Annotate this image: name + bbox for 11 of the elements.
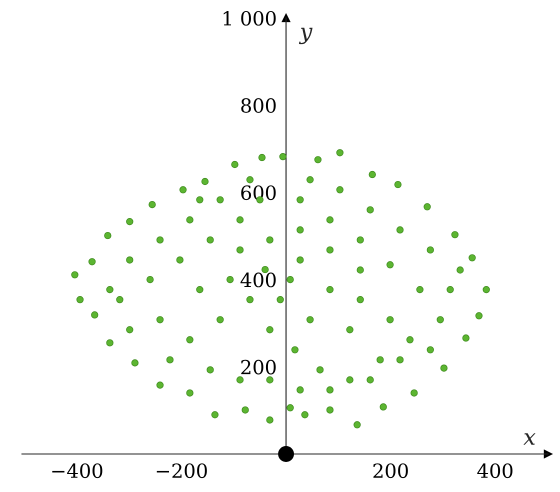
y-tick-label: 1 000 bbox=[224, 10, 276, 26]
x-tick-label: 400 bbox=[477, 463, 512, 478]
x-axis-title: x bbox=[523, 433, 536, 445]
y-axis-title: y bbox=[298, 28, 313, 44]
x-tick-label: −400 bbox=[52, 463, 102, 478]
y-tick-label: 800 bbox=[241, 98, 276, 113]
y-tick-label: 200 bbox=[241, 360, 276, 374]
y-tick-label: 400 bbox=[240, 272, 276, 288]
x-tick-label: −200 bbox=[156, 463, 207, 478]
x-tick-label: 200 bbox=[373, 463, 408, 478]
y-tick-label: 600 bbox=[241, 185, 276, 200]
